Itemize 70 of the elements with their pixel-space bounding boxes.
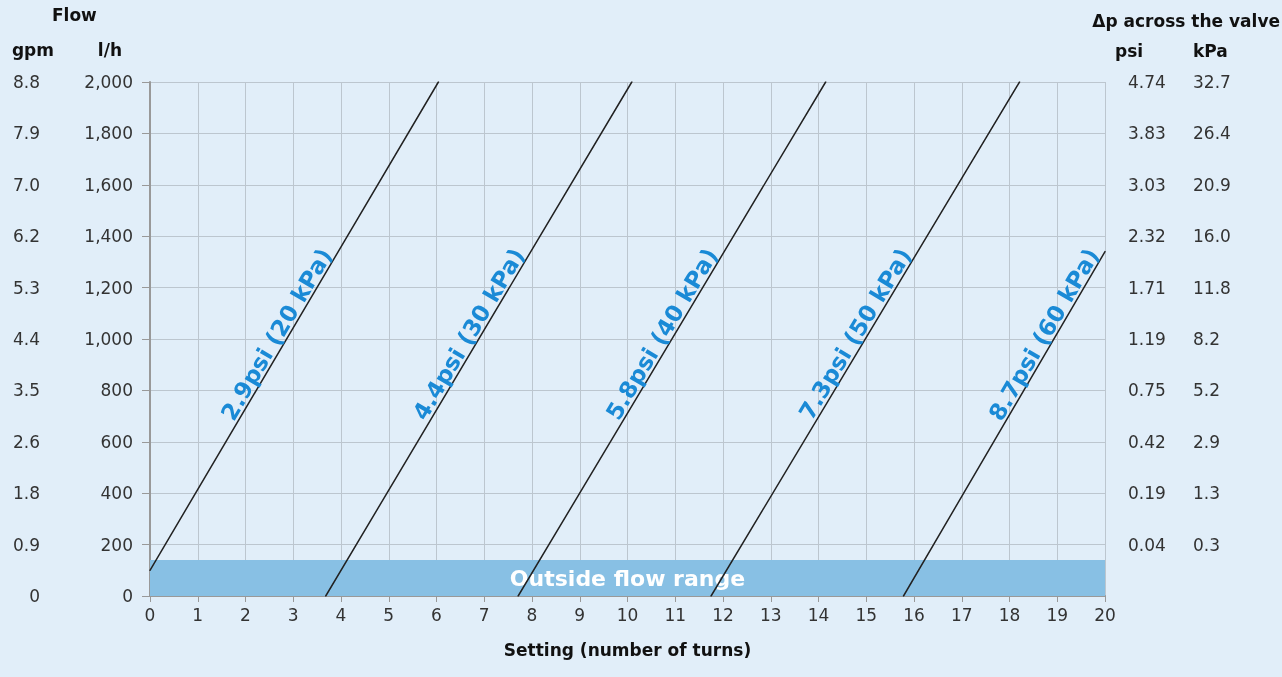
y-tick-label: 1,800	[84, 123, 133, 144]
text: Flow	[52, 4, 98, 25]
x-tick-label: 4	[335, 604, 347, 625]
text: 2.32	[1128, 226, 1166, 247]
y2-tick-label: 0	[29, 586, 40, 606]
text: Δp across the valve	[1092, 10, 1281, 31]
y-tick-label: 1,000	[84, 329, 133, 349]
text: 3.83	[1128, 123, 1166, 144]
y2-tick-label: 2.6	[12, 431, 40, 452]
y2-tick-label: 5.3	[12, 277, 40, 298]
text: 0.3	[1193, 534, 1221, 555]
text: 4.74	[1128, 72, 1166, 92]
y-tick-label: 600	[100, 431, 133, 452]
x-tick-label: 11	[664, 604, 687, 625]
y2-tick-label: 1.8	[12, 483, 40, 504]
x-tick-label: 6	[431, 604, 442, 625]
x-tick-label: 10	[616, 604, 639, 625]
y-tick-label: 1,600	[84, 174, 133, 195]
text: 5.2	[1193, 380, 1221, 401]
text: 0.75	[1128, 380, 1166, 401]
text: kPa	[1193, 40, 1228, 61]
x-tick-label: 3	[287, 604, 299, 625]
y-tick-label: 800	[100, 380, 133, 401]
text: 20.9	[1193, 174, 1231, 195]
y-axis-title: l/h	[97, 39, 122, 60]
y-tick-label: 200	[100, 534, 133, 555]
x-tick-label: 8	[526, 604, 538, 625]
text: 3.03	[1128, 174, 1166, 195]
x-tick-label: 17	[950, 604, 973, 625]
x-tick-label: 7	[478, 604, 490, 625]
y-tick-label: 2,000	[84, 72, 133, 92]
text: 2.9	[1193, 431, 1221, 452]
text: 16.0	[1193, 226, 1231, 247]
x-tick-label: 14	[807, 604, 830, 625]
y-tick-label: 1,400	[84, 226, 133, 247]
text: 1.3	[1193, 483, 1221, 504]
text: 0.19	[1128, 483, 1166, 504]
text: 0.04	[1128, 534, 1166, 555]
y2-tick-label: 6.2	[12, 226, 40, 247]
y2-tick-label: 8.8	[12, 72, 40, 92]
text: 8.2	[1193, 329, 1221, 349]
x-tick-label: 12	[712, 604, 734, 625]
y2-tick-label: 4.4	[12, 329, 40, 349]
y-tick-label: 1,200	[84, 277, 133, 298]
x-tick-label: 20	[1094, 604, 1116, 625]
text: 26.4	[1193, 123, 1231, 144]
y2-axis-title: gpm	[11, 39, 54, 60]
y2-tick-label: 7.0	[12, 174, 40, 195]
x-tick-label: 0	[144, 604, 156, 625]
x-tick-label: 16	[903, 604, 925, 625]
text: 32.7	[1193, 72, 1231, 92]
x-tick-label: 2	[240, 604, 251, 625]
x-tick-label: 9	[574, 604, 586, 625]
text: 1.19	[1128, 329, 1166, 349]
x-tick-label: 5	[383, 604, 395, 625]
x-tick-label: 15	[855, 604, 878, 625]
y2-tick-label: 7.9	[12, 123, 40, 144]
x-tick-label: 18	[998, 604, 1021, 625]
text: 1.71	[1128, 277, 1166, 298]
x-tick-label: 13	[759, 604, 782, 625]
y2-tick-label: 0.9	[12, 534, 40, 555]
y-tick-label: 400	[100, 483, 133, 504]
text: psi	[1115, 40, 1144, 61]
y-tick-label: 0	[122, 586, 133, 606]
x-tick-label: 19	[1046, 604, 1069, 625]
x-tick-label: 1	[192, 604, 204, 625]
text: 0.42	[1128, 431, 1166, 452]
x-axis-title: Setting (number of turns)	[503, 639, 752, 660]
y2-tick-label: 3.5	[12, 380, 40, 401]
text: 11.8	[1193, 277, 1231, 298]
